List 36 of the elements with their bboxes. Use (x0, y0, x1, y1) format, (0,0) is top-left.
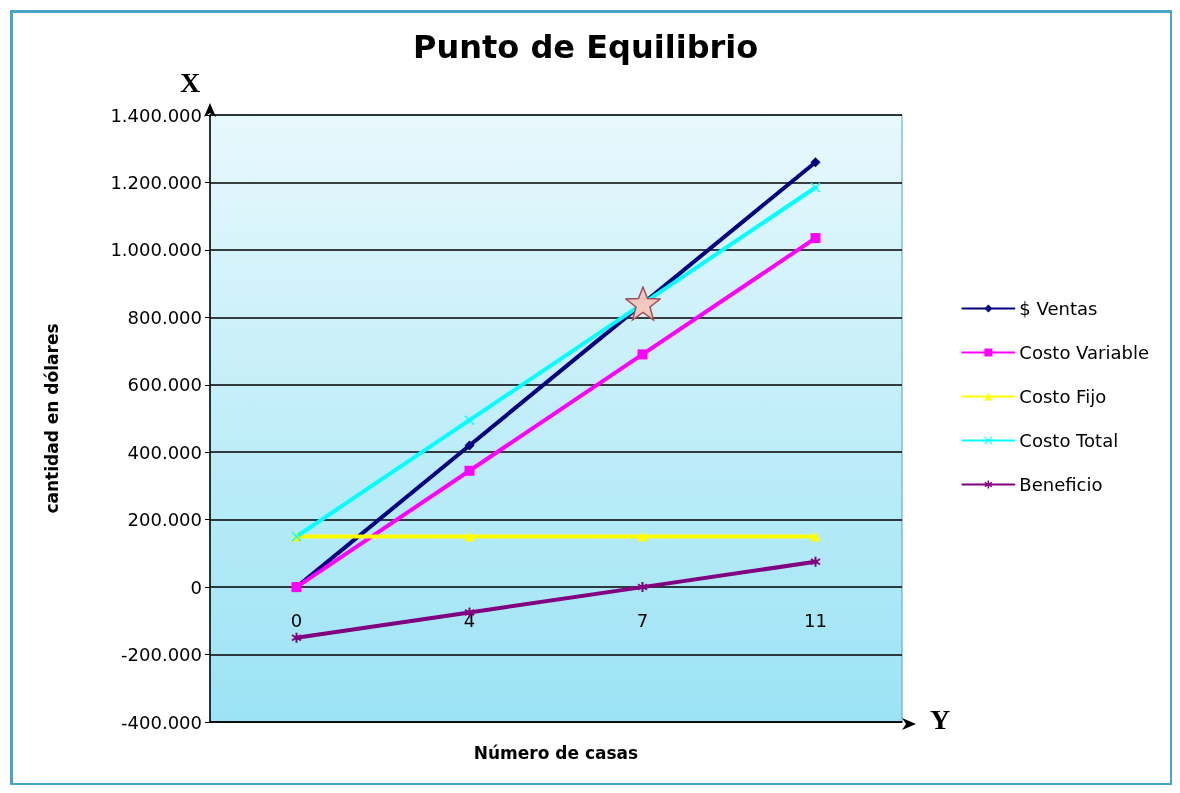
point (810, 531, 821, 542)
y-tick-label: 1.400.000 (110, 104, 202, 126)
y-tick-label: 800.000 (127, 306, 202, 328)
y-tick-label: 1.200.000 (110, 171, 202, 193)
y-tick-label: -200.000 (121, 644, 202, 666)
point (464, 440, 475, 451)
y-tick-label: 400.000 (127, 441, 202, 463)
y-tick-label: 0 (190, 576, 202, 598)
point (810, 157, 821, 168)
x-tick-label: 7 (636, 609, 649, 631)
y-axis-title: cantidad en dólares (41, 323, 62, 514)
point (810, 182, 821, 193)
x-axis-title: Número de casas (473, 742, 639, 763)
point (464, 465, 475, 476)
legend-label: $ Ventas (1019, 298, 1098, 319)
point (637, 582, 648, 593)
legend-label: Costo Variable (1019, 342, 1150, 363)
legend-label: Beneficio (1019, 474, 1103, 495)
legend-label: Costo Fijo (1019, 386, 1107, 407)
chart-title: Punto de Equilibrio (413, 28, 759, 66)
y-tick-label: 1.000.000 (110, 239, 202, 261)
x-tick-label: 11 (804, 609, 827, 631)
legend-label: Costo Total (1019, 430, 1119, 451)
text: Y (930, 703, 951, 735)
point (464, 531, 475, 542)
point (291, 632, 302, 643)
y-tick-label: -400.000 (121, 711, 202, 733)
point (637, 349, 648, 360)
y-tick-label: 200.000 (127, 509, 202, 531)
point (810, 233, 821, 244)
point (810, 556, 821, 567)
y-tick-label: 600.000 (127, 374, 202, 396)
point (637, 531, 648, 542)
point (464, 415, 475, 426)
x-tick-label: 0 (290, 609, 303, 631)
text: X (180, 66, 201, 98)
